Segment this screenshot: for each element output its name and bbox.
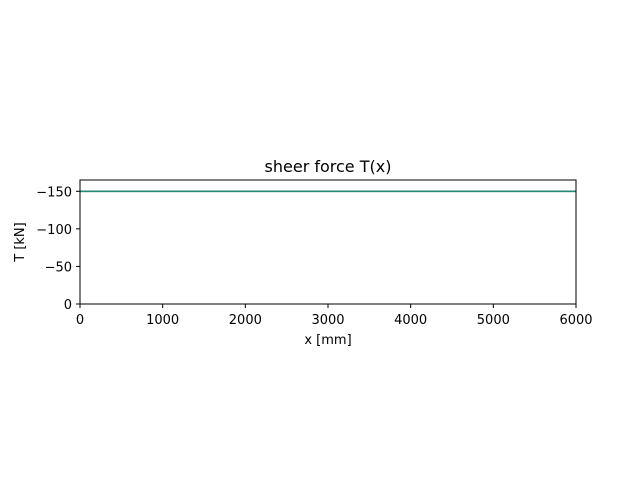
y-axis-ticks: 0 −50 −100 −150: [36, 185, 80, 313]
chart-title: sheer force T(x): [265, 157, 392, 176]
x-tick-label: 1000: [146, 313, 179, 328]
x-axis-ticks: 0 1000 2000 3000 4000 5000 6000: [76, 304, 593, 328]
x-tick-label: 3000: [311, 313, 344, 328]
x-tick-label: 5000: [477, 313, 510, 328]
y-tick-label: −150: [36, 185, 72, 200]
axes-background: [80, 180, 576, 304]
plot-area: [79, 179, 577, 305]
y-axis-label: T [kN]: [13, 222, 28, 262]
y-tick-label: −50: [45, 260, 72, 275]
x-tick-label: 2000: [229, 313, 262, 328]
y-tick-label: −100: [36, 223, 72, 238]
x-tick-label: 6000: [559, 313, 592, 328]
x-axis-label: x [mm]: [304, 333, 351, 348]
y-tick-label: 0: [64, 298, 72, 313]
x-tick-label: 4000: [394, 313, 427, 328]
x-tick-label: 0: [76, 313, 84, 328]
